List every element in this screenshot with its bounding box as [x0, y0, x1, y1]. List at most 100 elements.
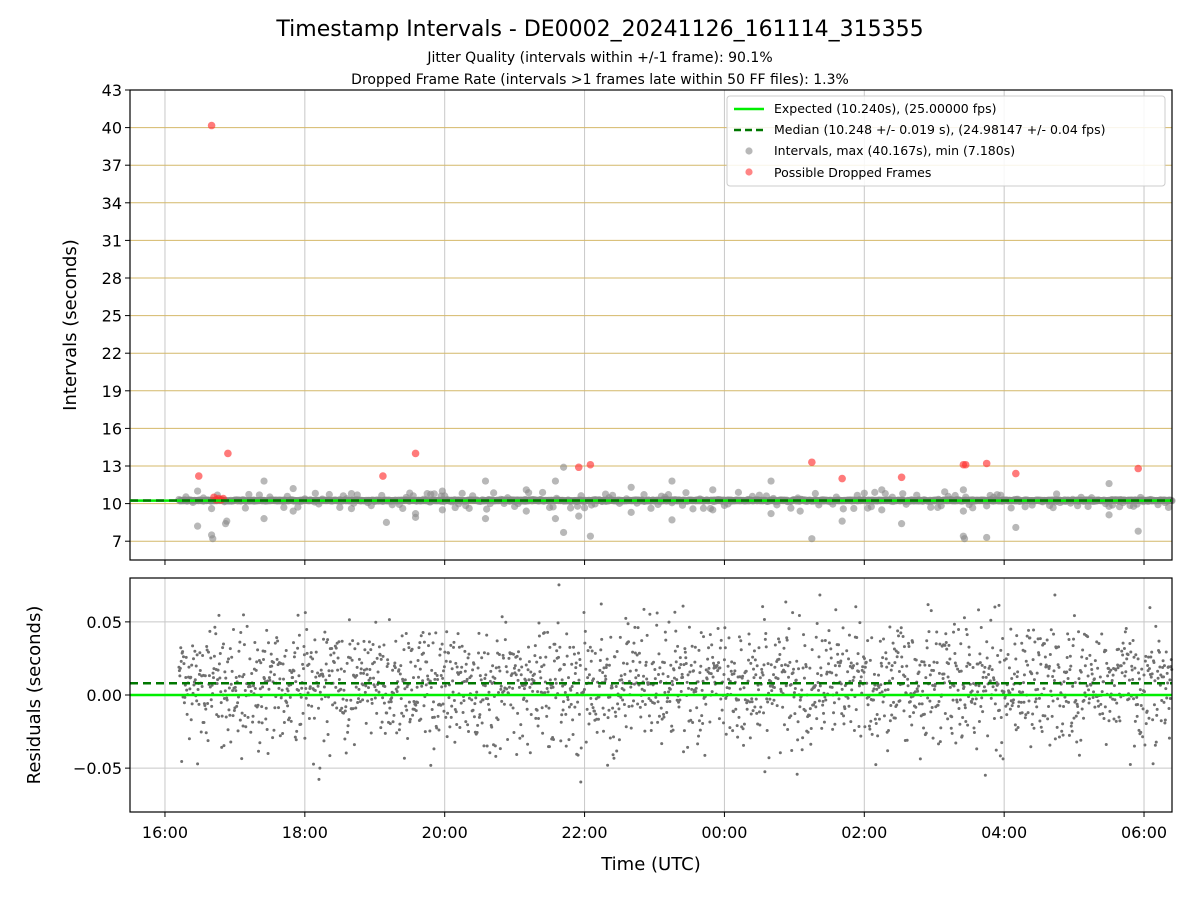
residual-point	[361, 698, 365, 702]
residual-point	[699, 664, 703, 668]
interval-point	[549, 503, 557, 511]
residual-point	[487, 702, 491, 706]
residual-point	[686, 745, 690, 749]
residual-point	[558, 667, 562, 671]
residual-point	[988, 679, 992, 683]
residual-point	[627, 704, 631, 708]
residual-point	[238, 718, 242, 722]
residual-point	[462, 699, 466, 703]
residual-point	[1114, 668, 1118, 672]
interval-point	[627, 483, 635, 491]
residual-point	[593, 651, 597, 655]
residual-point	[890, 713, 894, 717]
interval-point	[577, 492, 585, 500]
residual-point	[1135, 714, 1139, 718]
dropped-frame-point	[207, 121, 216, 130]
residual-point	[209, 698, 213, 702]
residual-point	[793, 687, 797, 691]
residual-point	[617, 738, 621, 742]
residual-point	[336, 656, 340, 660]
residual-point	[423, 730, 427, 734]
residual-point	[850, 688, 854, 692]
residual-point	[442, 669, 446, 673]
residual-point	[343, 709, 347, 713]
interval-point	[551, 515, 560, 523]
residual-point	[914, 705, 918, 709]
residual-point	[991, 685, 995, 689]
residual-point	[317, 777, 321, 781]
residual-point	[647, 714, 651, 718]
interval-point	[280, 503, 288, 512]
residual-point	[325, 640, 329, 644]
residual-point	[613, 655, 617, 659]
residual-point	[633, 651, 637, 655]
residual-point	[738, 687, 742, 691]
residual-point	[451, 690, 455, 694]
residual-point	[618, 635, 622, 639]
residual-point	[547, 745, 551, 749]
residual-point	[951, 698, 955, 702]
residual-point	[674, 660, 678, 664]
residual-point	[1023, 716, 1027, 720]
residual-point	[608, 736, 612, 740]
residual-point	[768, 697, 772, 701]
residual-point	[220, 714, 224, 718]
residual-point	[785, 636, 789, 640]
residual-point	[579, 780, 583, 784]
residual-point	[1087, 688, 1091, 692]
residual-point	[620, 678, 624, 682]
residual-point	[221, 646, 225, 650]
residual-point	[349, 698, 353, 702]
residual-point	[242, 613, 246, 617]
residual-point	[1073, 681, 1077, 685]
interval-point	[580, 504, 589, 512]
residual-point	[836, 652, 840, 656]
residual-point	[467, 696, 471, 700]
residual-point	[880, 664, 884, 668]
residual-point	[196, 762, 200, 766]
residual-point	[583, 641, 587, 645]
residual-point	[801, 736, 805, 740]
residual-point	[718, 666, 722, 670]
residual-point	[1136, 657, 1140, 661]
residual-point	[443, 684, 447, 688]
residual-point	[757, 710, 761, 714]
residual-point	[1062, 704, 1066, 708]
residual-point	[292, 669, 296, 673]
interval-point	[647, 504, 655, 512]
residual-point	[763, 770, 767, 774]
residual-point	[1016, 726, 1020, 730]
residual-point	[373, 696, 377, 700]
residual-point	[723, 626, 727, 630]
residual-point	[827, 629, 831, 633]
residual-point	[344, 705, 348, 709]
residual-point	[1057, 665, 1061, 669]
residual-point	[905, 664, 909, 668]
residual-point	[1043, 655, 1047, 659]
residual-point	[741, 674, 745, 678]
residual-point	[820, 726, 824, 730]
residual-point	[537, 634, 541, 638]
interval-point	[888, 493, 896, 501]
residual-point	[657, 714, 661, 718]
residual-point	[522, 687, 526, 691]
residual-point	[1032, 726, 1036, 730]
residual-point	[288, 668, 292, 672]
residual-point	[422, 640, 426, 644]
residual-point	[849, 720, 853, 724]
residual-point	[817, 655, 821, 659]
residual-point	[1125, 657, 1129, 661]
residual-point	[180, 760, 184, 764]
residual-point	[717, 661, 721, 665]
residual-point	[234, 675, 238, 679]
residual-point	[235, 704, 239, 708]
residual-point	[1081, 648, 1085, 652]
residual-point	[490, 725, 494, 729]
residual-point	[482, 651, 486, 655]
residual-point	[1023, 649, 1027, 653]
residual-point	[706, 657, 710, 661]
residual-point	[770, 689, 774, 693]
residual-point	[847, 657, 851, 661]
residual-point	[846, 696, 850, 700]
residual-point	[454, 710, 458, 714]
